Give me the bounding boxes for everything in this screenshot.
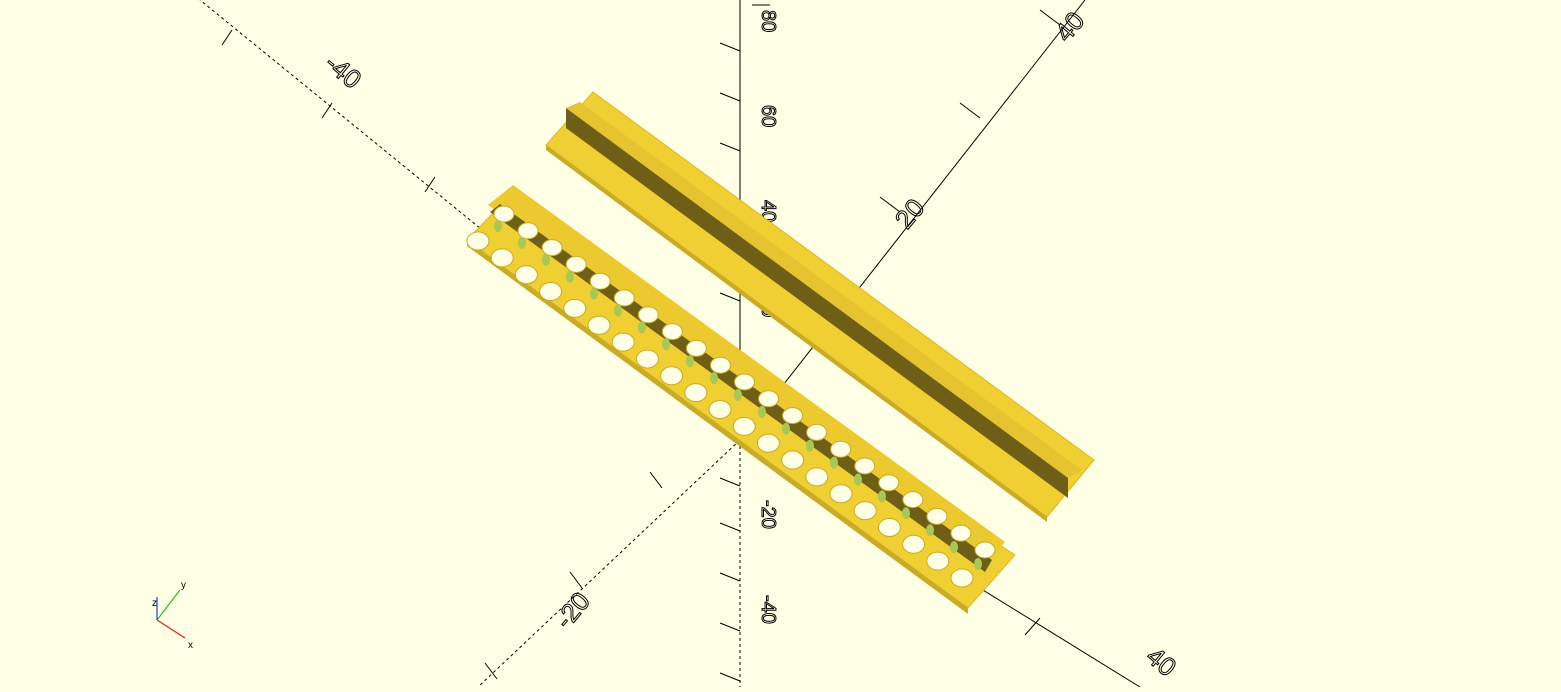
solid-t-profile-rail[interactable] (545, 91, 1095, 522)
perforated-bottom-edge (467, 240, 968, 614)
groove-hole-highlight (566, 270, 574, 283)
back-hole-row (493, 205, 996, 559)
groove-hole-highlight (686, 355, 694, 368)
perforation-hole (734, 373, 755, 391)
groove-hole-highlight (734, 389, 742, 401)
gizmo-z-label: z (152, 598, 157, 609)
perforation-hole (781, 450, 805, 470)
perforation-hole (563, 298, 587, 318)
groove-hole-highlight (806, 439, 814, 452)
perforation-hole (587, 315, 611, 335)
y-pos-label: 40 (1049, 6, 1091, 47)
groove-hole-highlight (662, 338, 670, 351)
axis-orientation-gizmo: x y z (152, 580, 193, 651)
groove-hole-highlight (638, 321, 646, 334)
perforation-hole (490, 248, 514, 268)
gizmo-x-line (156, 619, 186, 639)
perforation-hole (878, 474, 900, 492)
z-neg20-label: -20 (757, 500, 779, 529)
groove-hole-highlight (494, 220, 502, 232)
groove-hole-highlight (710, 372, 718, 385)
perforation-hole (830, 440, 852, 458)
perforation-hole (539, 282, 563, 302)
perforated-back-face (488, 185, 1005, 560)
perforation-hole (661, 323, 683, 341)
perforation-hole (685, 339, 707, 357)
groove-hole-highlight (518, 236, 526, 249)
groove-hole-highlight (758, 405, 766, 418)
perforation-hole (756, 433, 780, 453)
perforation-hole (637, 306, 659, 324)
y-axis-negative (477, 439, 741, 688)
gizmo-y-line (156, 589, 181, 621)
groove-hole-highlight (854, 473, 862, 486)
groove-hole-highlight (926, 524, 934, 537)
groove-hole-highlight (614, 304, 622, 317)
y-neg-label: -20 (549, 586, 596, 634)
groove-hole-highlight (950, 541, 958, 554)
perforation-hole (613, 289, 635, 307)
groove-visible-through-holes (494, 220, 982, 570)
perforation-hole (950, 568, 974, 588)
groove-hole-highlight (878, 490, 886, 503)
z-neg40-label: -40 (757, 595, 779, 624)
perforation-hole (565, 255, 587, 273)
perforation-hole (732, 416, 756, 436)
perforation-hole (829, 484, 853, 504)
y-axis-ticks (484, 9, 1061, 680)
perforation-hole (466, 231, 490, 251)
gizmo-y-label: y (181, 580, 186, 591)
perforation-hole (926, 507, 948, 525)
axis-number-labels: -40 40 40 20 -20 80 60 40 20 -20 -40 (319, 5, 1183, 683)
groove-hole-highlight (974, 558, 982, 570)
perforation-hole (635, 349, 659, 369)
perforation-hole (684, 383, 708, 403)
perforation-hole (854, 457, 876, 475)
front-hole-row (466, 231, 974, 588)
perforation-hole (806, 423, 828, 441)
perforation-hole (660, 366, 684, 386)
perforation-hole (926, 551, 950, 571)
perforation-hole (950, 524, 972, 542)
z-60-label: 60 (757, 105, 779, 127)
x-pos-label: 40 (1141, 641, 1182, 683)
perforation-hole (589, 272, 611, 290)
rail-lip-face (566, 102, 1082, 478)
perforated-channel-rail[interactable] (466, 185, 1016, 614)
gizmo-x-label: x (188, 640, 193, 651)
rail-groove-shadow (566, 108, 1068, 498)
perforation-hole (541, 239, 563, 257)
perforation-hole (709, 356, 731, 374)
perforation-hole (877, 517, 901, 537)
perforation-hole (758, 390, 780, 408)
groove-hole-highlight (542, 253, 550, 266)
perforation-hole (974, 541, 996, 559)
y-mid-label: 20 (889, 193, 931, 234)
perforation-hole (514, 265, 538, 285)
perforation-hole (902, 534, 926, 554)
x-neg-label: -40 (319, 47, 367, 94)
perforation-hole (517, 222, 539, 240)
groove-hole-highlight (782, 422, 790, 435)
groove-hole-highlight (590, 287, 598, 300)
perforation-hole (493, 205, 515, 223)
groove-hole-highlight (830, 456, 838, 469)
groove-hole-highlight (902, 507, 910, 520)
perforation-hole (611, 332, 635, 352)
y-axis-positive (739, 0, 1086, 441)
z-80-label: 80 (757, 10, 779, 32)
rail-front-edge (546, 145, 1047, 522)
perforation-hole (805, 467, 829, 487)
x-axis-ticks (221, 29, 1041, 636)
perforation-hole (782, 407, 804, 425)
perforation-hole (902, 491, 924, 509)
perforation-hole (853, 501, 877, 521)
perforation-hole (708, 400, 732, 419)
